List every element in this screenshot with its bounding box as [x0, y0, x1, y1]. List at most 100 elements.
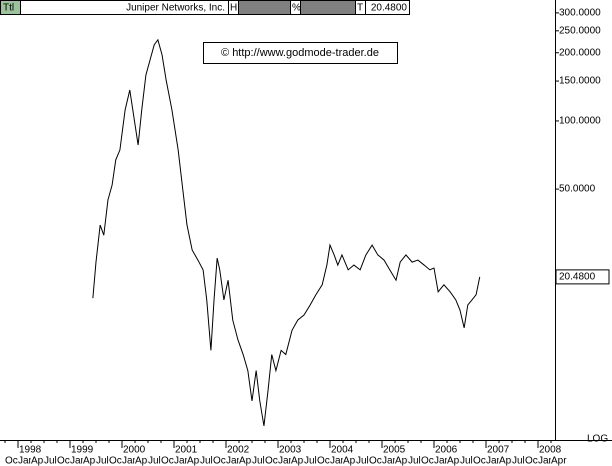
month-label-bg [30, 455, 45, 466]
month-label-bg [134, 455, 149, 466]
month-label-bg [355, 455, 370, 466]
month-tick-label: Apr [31, 456, 47, 466]
month-label-bg [277, 455, 292, 466]
y-tick-label: 150.0000 [559, 76, 601, 87]
month-label-bg [433, 455, 448, 466]
month-tick-label: Apr [499, 456, 515, 466]
month-tick-label: Apr [83, 456, 99, 466]
month-label-bg [199, 455, 214, 466]
month-tick-label: Oct [109, 456, 125, 466]
y-tick-label: 100.0000 [559, 116, 601, 127]
h-field [238, 0, 291, 15]
month-label-bg [485, 455, 500, 466]
month-tick-label: Jul [96, 456, 109, 466]
month-label-bg [342, 455, 357, 466]
month-label-bg [173, 455, 188, 466]
month-tick-label: Oct [213, 456, 229, 466]
y-tick-label: 50.0000 [559, 184, 596, 195]
x-tick-label: 2001 [175, 445, 198, 456]
x-tick-label: 2005 [383, 445, 406, 456]
month-label-bg [290, 455, 305, 466]
month-tick-label: Oct [265, 456, 281, 466]
month-tick-label: Jul [460, 456, 473, 466]
month-label-bg [498, 455, 513, 466]
x-tick-label: 2002 [227, 445, 250, 456]
month-label-bg [212, 455, 227, 466]
month-label-bg [108, 455, 123, 466]
x-tick-label: 2003 [279, 445, 302, 456]
month-label-bg [225, 455, 240, 466]
month-tick-label: Oct [525, 456, 541, 466]
last-price: 20.4800 [371, 3, 408, 14]
pct-field [300, 0, 356, 15]
month-label-bg [394, 455, 409, 466]
x-tick-label: 1999 [71, 445, 94, 456]
month-label-bg [17, 455, 32, 466]
month-label-bg [69, 455, 84, 466]
month-tick-label: Jan [226, 456, 242, 466]
month-label-bg [4, 455, 19, 466]
month-label-bg [238, 455, 253, 466]
month-tick-label: Oct [369, 456, 385, 466]
month-label-bg [95, 455, 110, 466]
month-tick-label: Jan [174, 456, 190, 466]
month-label-bg [303, 455, 318, 466]
month-label-bg [121, 455, 136, 466]
last-value-label: 20.4800 [559, 272, 596, 283]
month-tick-label: Jul [304, 456, 317, 466]
month-tick-label: Apr [239, 456, 255, 466]
month-label-bg [251, 455, 266, 466]
copyright: © http://www.godmode-trader.de [221, 47, 379, 59]
month-label-bg [472, 455, 487, 466]
month-tick-label: Oct [57, 456, 73, 466]
t-label: T [357, 3, 363, 14]
month-tick-label: Apr [551, 456, 567, 466]
month-tick-label: Oct [5, 456, 21, 466]
month-label-bg [550, 455, 565, 466]
copyright-box [203, 42, 398, 64]
ttl-label: Ttl [3, 3, 14, 14]
header-bar: Ttl Juniper Networks, Inc. H % T 20.4800 [0, 0, 410, 15]
month-tick-label: Apr [187, 456, 203, 466]
month-tick-label: Jan [330, 456, 346, 466]
month-tick-label: Jan [486, 456, 502, 466]
month-label-bg [459, 455, 474, 466]
x-tick-label: 2006 [435, 445, 458, 456]
month-label-bg [407, 455, 422, 466]
month-tick-label: Jan [278, 456, 294, 466]
y-tick-label: 200.0000 [559, 47, 601, 58]
month-tick-label: Apr [291, 456, 307, 466]
month-label-bg [420, 455, 435, 466]
month-label-bg [511, 455, 526, 466]
month-tick-label: Jan [122, 456, 138, 466]
x-tick-label: 2007 [487, 445, 510, 456]
month-label-bg [446, 455, 461, 466]
month-label-bg [147, 455, 162, 466]
month-label-bg [186, 455, 201, 466]
month-label-bg [43, 455, 58, 466]
month-label-bg [368, 455, 383, 466]
month-tick-label: Jan [18, 456, 34, 466]
month-tick-label: Apr [395, 456, 411, 466]
month-label-bg [316, 455, 331, 466]
month-tick-label: Jan [382, 456, 398, 466]
y-tick-label: 300.0000 [559, 8, 601, 19]
month-tick-label: Jul [408, 456, 421, 466]
price-line [92, 38, 481, 427]
h-label: H [230, 3, 237, 14]
month-label-bg [160, 455, 175, 466]
scale-label: LOG [587, 434, 608, 445]
month-tick-label: Jul [512, 456, 525, 466]
month-tick-label: Jan [434, 456, 450, 466]
x-tick-label: 2004 [331, 445, 354, 456]
month-label-bg [56, 455, 71, 466]
month-tick-label: Jul [356, 456, 369, 466]
month-tick-label: Jul [200, 456, 213, 466]
month-tick-label: Apr [343, 456, 359, 466]
month-tick-label: Jul [252, 456, 265, 466]
month-tick-label: Jul [44, 456, 57, 466]
month-tick-label: Jan [538, 456, 554, 466]
month-tick-label: Apr [447, 456, 463, 466]
x-tick-label: 2008 [539, 445, 562, 456]
